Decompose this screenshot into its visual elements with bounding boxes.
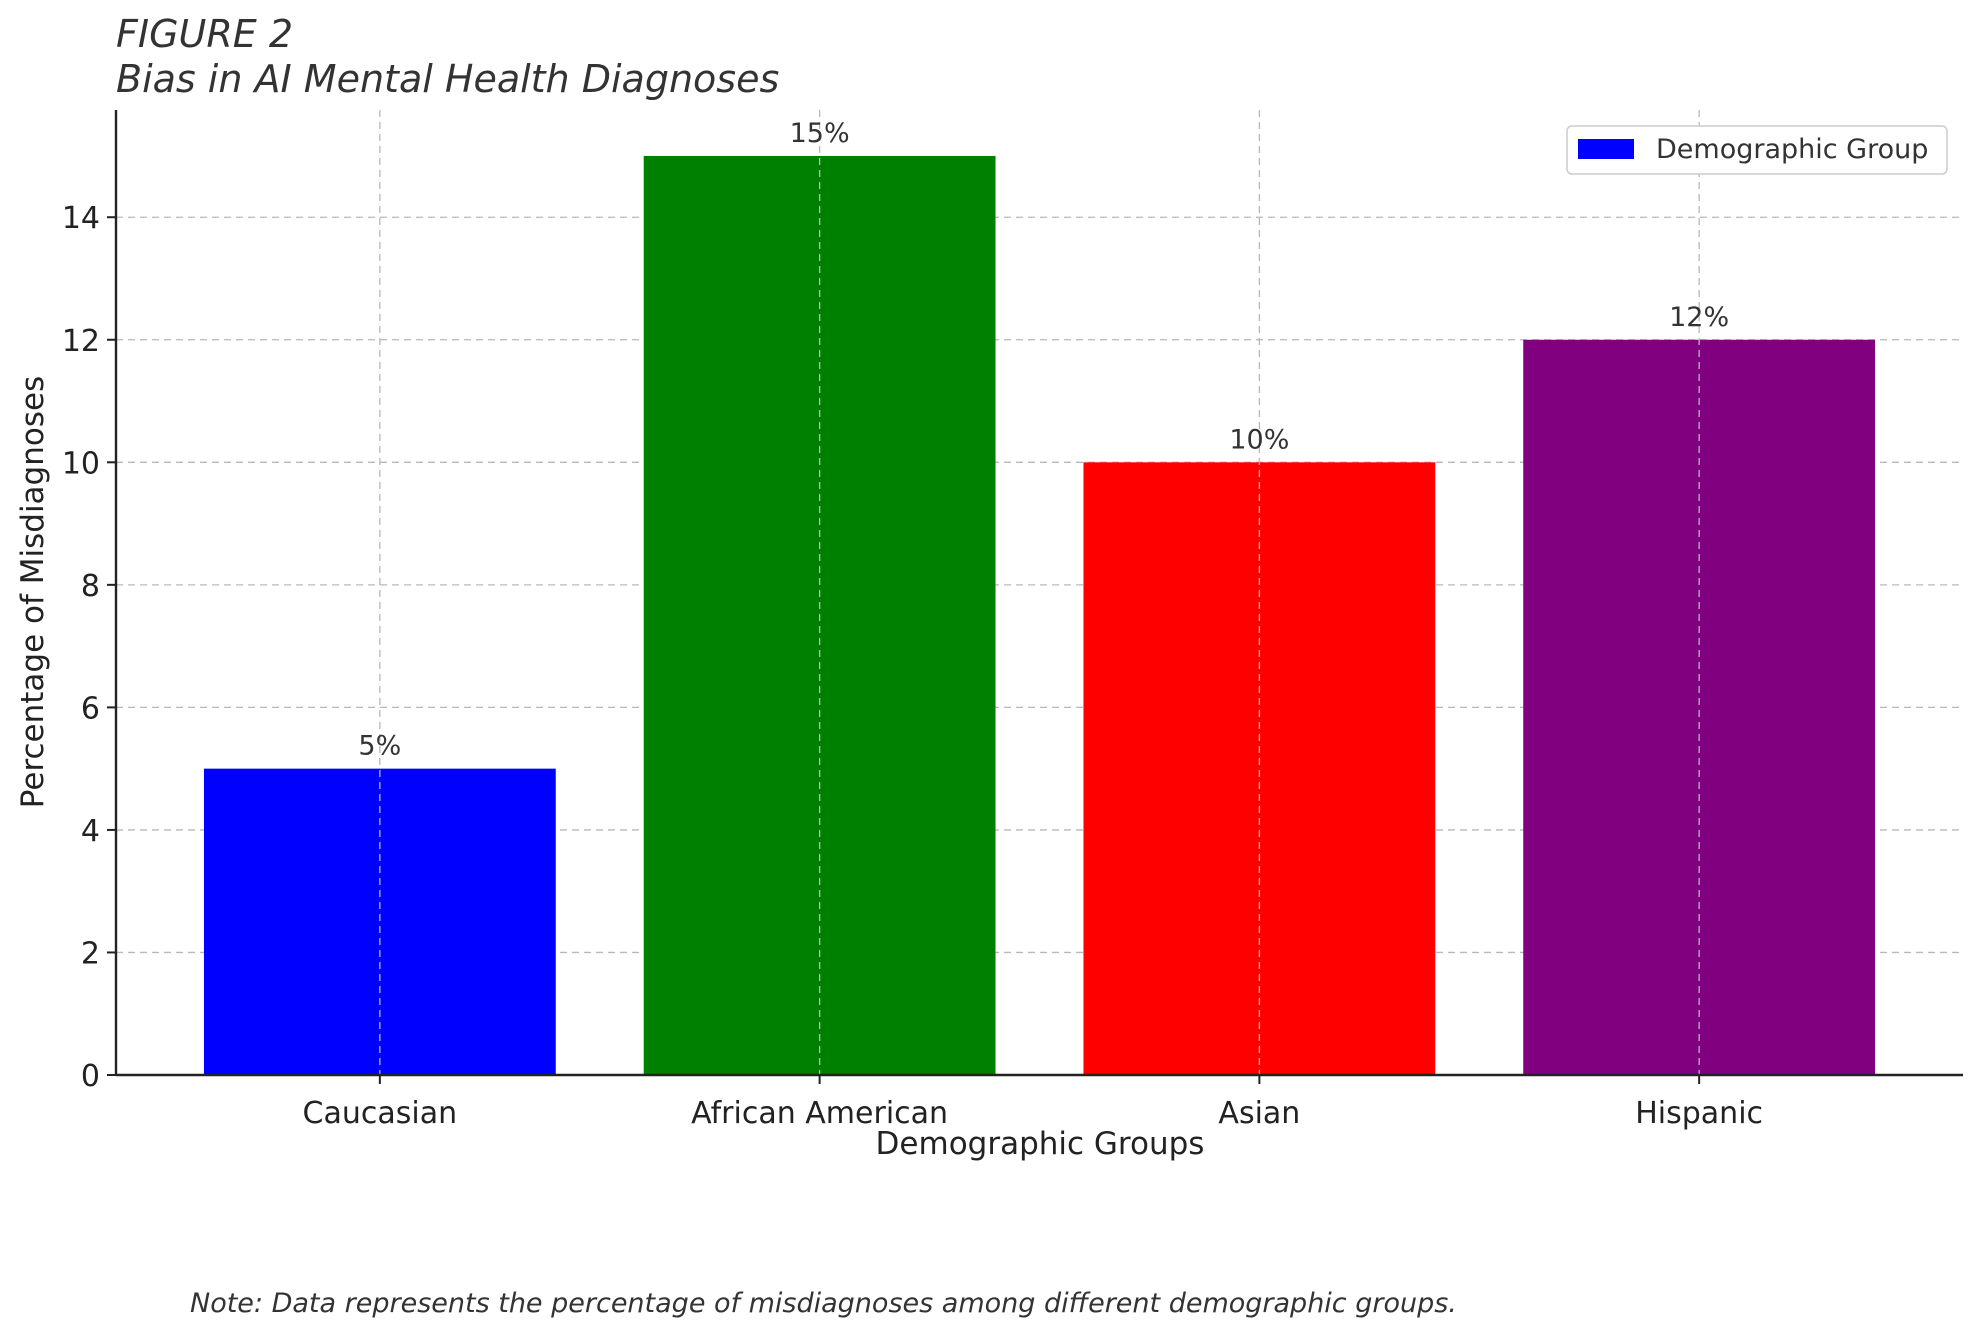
x-axis-label: Demographic Groups xyxy=(876,1126,1205,1162)
y-tick-label: 12 xyxy=(62,324,100,359)
x-tick-label: Hispanic xyxy=(1635,1096,1763,1131)
y-axis-label: Percentage of Misdiagnoses xyxy=(15,376,51,808)
y-tick-label: 0 xyxy=(81,1059,100,1094)
legend-label: Demographic Group xyxy=(1656,134,1928,165)
bar-value-label: 5% xyxy=(358,731,401,762)
legend-swatch xyxy=(1578,139,1634,159)
y-tick-label: 4 xyxy=(81,814,100,849)
y-tick-label: 2 xyxy=(81,936,100,971)
legend-box xyxy=(1566,125,1948,175)
bar-value-label: 10% xyxy=(1229,424,1289,455)
x-tick-label: African American xyxy=(691,1096,948,1131)
y-ticks: 0 2 4 6 8 10 12 14 xyxy=(62,201,116,1094)
x-ticks: Caucasian African American Asian Hispanic xyxy=(303,1075,1763,1131)
bar-asian xyxy=(1083,462,1436,1075)
x-tick-label: Caucasian xyxy=(303,1096,458,1131)
bar-value-label: 12% xyxy=(1669,302,1729,333)
bar-caucasian xyxy=(203,768,556,1075)
y-tick-label: 8 xyxy=(81,569,100,604)
vertical-grid xyxy=(379,110,1700,1075)
y-tick-label: 14 xyxy=(62,201,100,236)
x-tick-label: Asian xyxy=(1218,1096,1300,1131)
y-tick-label: 6 xyxy=(81,691,100,726)
figure-label: FIGURE 2 xyxy=(116,12,293,56)
legend: Demographic Group xyxy=(1566,125,1948,175)
chart-note: Note: Data represents the percentage of … xyxy=(190,1288,1457,1319)
bar-value-label: 15% xyxy=(790,118,850,149)
y-tick-label: 10 xyxy=(62,446,100,481)
bars xyxy=(203,155,1876,1075)
data-labels: 5% 15% 10% 12% xyxy=(358,118,1729,762)
chart-title: Bias in AI Mental Health Diagnoses xyxy=(116,57,779,101)
